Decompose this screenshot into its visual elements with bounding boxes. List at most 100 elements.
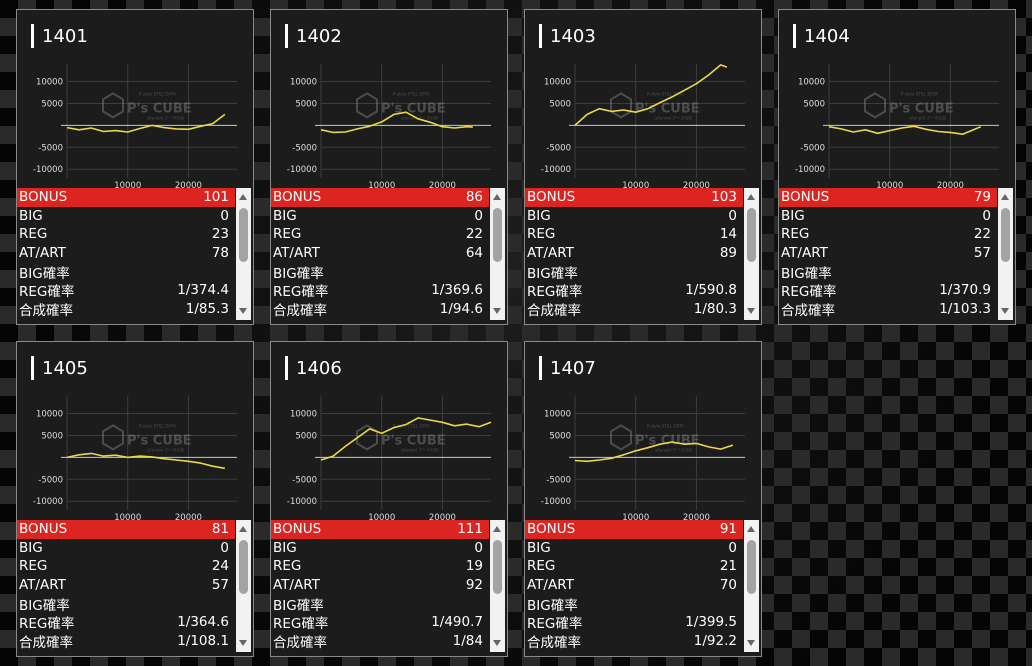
total-rate-label: 合成確率 [273,634,327,651]
at-row: AT/ART 78 [17,244,235,263]
scroll-thumb[interactable] [747,208,756,262]
machine-card[interactable]: 1406 10000 5000 -5000 -10000 10000 20000 P's C… [270,341,508,657]
scroll-down-arrow-icon[interactable] [747,640,755,646]
at-value: 92 [465,577,483,594]
scroll-down-arrow-icon[interactable] [1001,308,1009,314]
scroll-down-arrow-icon[interactable] [747,308,755,314]
card-title: 1402 [285,23,342,49]
y-tick-label: -10000 [33,497,63,507]
big-value: 0 [728,207,737,224]
y-tick-label: -10000 [795,165,825,175]
chart-svg: 10000 5000 -5000 -10000 10000 20000 P's CUBE P-… [33,64,237,191]
watermark-subtext: P-style STILL DATA [647,423,684,428]
scroll-up-arrow-icon[interactable] [239,526,247,532]
bonus-label: BONUS [273,189,322,206]
scroll-down-arrow-icon[interactable] [493,308,501,314]
total-rate-row: 合成確率 1/85.3 [17,300,235,319]
slump-chart: 10000 5000 -5000 -10000 10000 20000 P's CUBE P-… [27,56,247,194]
bonus-row: BONUS 81 [17,520,235,539]
total-rate-label: 合成確率 [19,634,73,651]
x-tick-label: 10000 [368,513,395,523]
y-tick-label: 5000 [803,99,825,109]
scroll-up-arrow-icon[interactable] [493,526,501,532]
big-rate-row: BIG確率 [525,594,743,614]
at-row: AT/ART 70 [525,576,743,595]
total-rate-row: 合成確率 1/92.2 [525,632,743,651]
reg-row: REG 19 [271,557,489,576]
at-label: AT/ART [781,245,828,262]
y-tick-label: -5000 [38,143,63,153]
reg-row: REG 21 [525,557,743,576]
y-tick-label: -10000 [541,497,571,507]
at-label: AT/ART [273,577,320,594]
machine-card[interactable]: 1404 10000 5000 -5000 -10000 10000 20000 P's C… [778,9,1016,325]
scroll-thumb[interactable] [747,540,756,594]
stats-scrollbar[interactable] [744,188,759,320]
scroll-thumb[interactable] [239,208,248,262]
machine-card[interactable]: 1407 10000 5000 -5000 -10000 10000 20000 P's C… [524,341,762,657]
y-tick-label: 10000 [36,78,63,88]
reg-rate-row: REG確率 1/399.5 [525,613,743,632]
machine-card[interactable]: 1403 10000 5000 -5000 -10000 10000 20000 P's C… [524,9,762,325]
stats-scrollbar[interactable] [744,520,759,652]
title-accent-bar [793,24,796,48]
machine-number: 1407 [550,357,596,379]
stats-scrollbar[interactable] [998,188,1013,320]
y-tick-label: 5000 [41,431,63,441]
stats-scrollbar[interactable] [236,188,251,320]
scroll-down-arrow-icon[interactable] [239,640,247,646]
bonus-row: BONUS 91 [525,520,743,539]
total-rate-row: 合成確率 1/80.3 [525,300,743,319]
watermark-logo: P's CUBE P-style STILL DATA sitenext データ分析 [102,423,192,452]
big-rate-label: BIG確率 [781,265,832,282]
watermark-subtext: sitenext データ分析 [401,114,438,120]
x-tick-label: 20000 [683,513,710,523]
watermark-hex-icon [356,424,378,451]
reg-rate-value: 1/490.7 [431,614,483,631]
scroll-down-arrow-icon[interactable] [493,640,501,646]
stats-list: BONUS 91 BIG 0 REG 21 AT/ART 70 BIG確率 RE… [525,520,743,652]
scroll-up-arrow-icon[interactable] [493,194,501,200]
title-accent-bar [539,24,542,48]
y-tick-label: 5000 [41,99,63,109]
stats-scrollbar[interactable] [490,188,505,320]
x-tick-label: 10000 [114,181,141,191]
title-accent-bar [285,24,288,48]
scroll-down-arrow-icon[interactable] [239,308,247,314]
reg-rate-label: REG確率 [273,284,329,301]
bonus-label: BONUS [19,189,68,206]
scroll-up-arrow-icon[interactable] [239,194,247,200]
y-tick-label: -5000 [800,143,825,153]
bonus-label: BONUS [527,189,576,206]
watermark-logo: P's CUBE P-style STILL DATA sitenext データ分析 [610,423,700,452]
reg-label: REG [273,226,302,243]
total-rate-value: 1/80.3 [693,300,737,317]
stats-scrollbar[interactable] [490,520,505,652]
at-label: AT/ART [527,245,574,262]
scroll-up-arrow-icon[interactable] [747,194,755,200]
reg-label: REG [19,226,48,243]
scroll-up-arrow-icon[interactable] [747,526,755,532]
scroll-thumb[interactable] [1001,208,1010,262]
y-tick-label: -5000 [292,475,317,485]
machine-card[interactable]: 1402 10000 5000 -5000 -10000 10000 20000 P's C… [270,9,508,325]
scroll-thumb[interactable] [493,540,502,594]
machine-card[interactable]: 1401 10000 5000 -5000 -10000 10000 20000 P's C… [16,9,254,325]
scroll-up-arrow-icon[interactable] [1001,194,1009,200]
scroll-thumb[interactable] [239,540,248,594]
watermark-subtext: P-style STILL DATA [139,91,176,96]
at-label: AT/ART [273,245,320,262]
total-rate-label: 合成確率 [527,302,581,319]
card-title: 1405 [31,355,88,381]
title-accent-bar [285,356,288,380]
stats-scrollbar[interactable] [236,520,251,652]
stats-list: BONUS 101 BIG 0 REG 23 AT/ART 78 BIG確率 R… [17,188,235,320]
big-rate-label: BIG確率 [527,265,578,282]
watermark-subtext: P-style STILL DATA [647,91,684,96]
big-rate-label: BIG確率 [19,597,70,614]
y-tick-label: -10000 [287,165,317,175]
title-accent-bar [31,24,34,48]
machine-card[interactable]: 1405 10000 5000 -5000 -10000 10000 20000 P's C… [16,341,254,657]
scroll-thumb[interactable] [493,208,502,262]
slump-line [574,441,734,463]
